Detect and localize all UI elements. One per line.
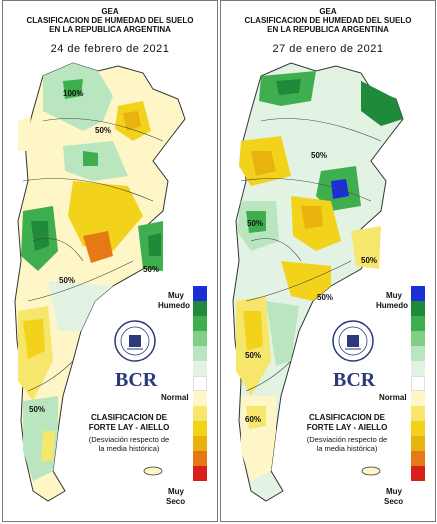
legend-muy-humedo-1: Muy [386, 291, 402, 300]
legend-swatch [411, 466, 425, 481]
legend-swatch [193, 376, 207, 391]
bcr-brand: BCR [333, 369, 376, 391]
legend-swatch [411, 286, 425, 301]
legend-normal: Normal [379, 393, 407, 402]
contour-label: 50% [143, 265, 160, 274]
legend-muy-seco-2: Seco [384, 497, 404, 506]
legend-swatch [411, 436, 425, 451]
description-line1: (Desviación respecto de [306, 435, 388, 444]
legend-swatch [411, 316, 425, 331]
map-title-line3: EN LA REPUBLICA ARGENTINA [49, 25, 171, 34]
map-title-line3: EN LA REPUBLICA ARGENTINA [267, 25, 389, 34]
contour-label: 60% [245, 415, 262, 424]
legend-swatch [193, 331, 207, 346]
bcr-brand: BCR [115, 369, 158, 391]
description-line1: (Desviación respecto de [88, 435, 170, 444]
bcr-seal-logo [332, 320, 374, 362]
contour-label: 50% [59, 276, 76, 285]
legend-swatch [411, 376, 425, 391]
legend-muy-seco-1: Muy [386, 487, 402, 496]
legend-swatch [193, 301, 207, 316]
legend-swatch [411, 346, 425, 361]
legend-muy-humedo-2: Humedo [376, 301, 408, 310]
contour-label: 50% [317, 293, 334, 302]
legend-swatch [193, 346, 207, 361]
description-line2: la media histórica) [316, 444, 378, 453]
contour-label: 50% [95, 126, 112, 135]
contour-label: 100% [63, 89, 84, 98]
legend-swatch [411, 421, 425, 436]
legend-muy-seco-2: Seco [166, 497, 186, 506]
legend-swatch [193, 361, 207, 376]
legend-swatch [193, 391, 207, 406]
legend-swatch [193, 451, 207, 466]
legend-swatch [193, 466, 207, 481]
map-panel-january: GEA CLASIFICACION DE HUMEDAD DEL SUELO E… [220, 0, 436, 522]
legend-swatch [193, 316, 207, 331]
legend-swatch [193, 436, 207, 451]
legend-swatch [411, 391, 425, 406]
classification-line1: CLASIFICACION DE [91, 413, 167, 422]
map-title-line1: GEA [319, 7, 337, 16]
argentina-moisture-map [14, 62, 186, 502]
map-date: 24 de febrero de 2021 [50, 43, 170, 55]
contour-label: 50% [311, 151, 328, 160]
contour-label: 50% [29, 405, 46, 414]
legend-swatch [411, 331, 425, 346]
classification-line2: FORTE LAY - AIELLO [306, 423, 388, 432]
map-title-line1: GEA [101, 7, 119, 16]
description-line2: la media histórica) [98, 444, 160, 453]
map-title-line2: CLASIFICACION DE HUMEDAD DEL SUELO [26, 16, 194, 25]
classification-line2: FORTE LAY - AIELLO [88, 423, 170, 432]
contour-label: 50% [247, 219, 264, 228]
legend-swatch [193, 421, 207, 436]
legend-swatch [411, 451, 425, 466]
argentina-moisture-map [232, 62, 404, 502]
contour-label: 50% [245, 351, 262, 360]
classification-line1: CLASIFICACION DE [309, 413, 385, 422]
legend-muy-humedo-1: Muy [168, 291, 184, 300]
legend-color-scale [193, 286, 207, 481]
legend-swatch [193, 406, 207, 421]
legend-muy-humedo-2: Humedo [158, 301, 190, 310]
map-title-line2: CLASIFICACION DE HUMEDAD DEL SUELO [244, 16, 412, 25]
legend-normal: Normal [161, 393, 189, 402]
bcr-seal-logo [114, 320, 156, 362]
legend-muy-seco-1: Muy [168, 487, 184, 496]
legend-swatch [411, 361, 425, 376]
map-panel-february: GEA CLASIFICACION DE HUMEDAD DEL SUELO E… [2, 0, 218, 522]
legend-swatch [411, 406, 425, 421]
contour-label: 50% [361, 256, 378, 265]
legend-swatch [411, 301, 425, 316]
map-date: 27 de enero de 2021 [272, 43, 384, 55]
legend-color-scale [411, 286, 425, 481]
legend-swatch [193, 286, 207, 301]
